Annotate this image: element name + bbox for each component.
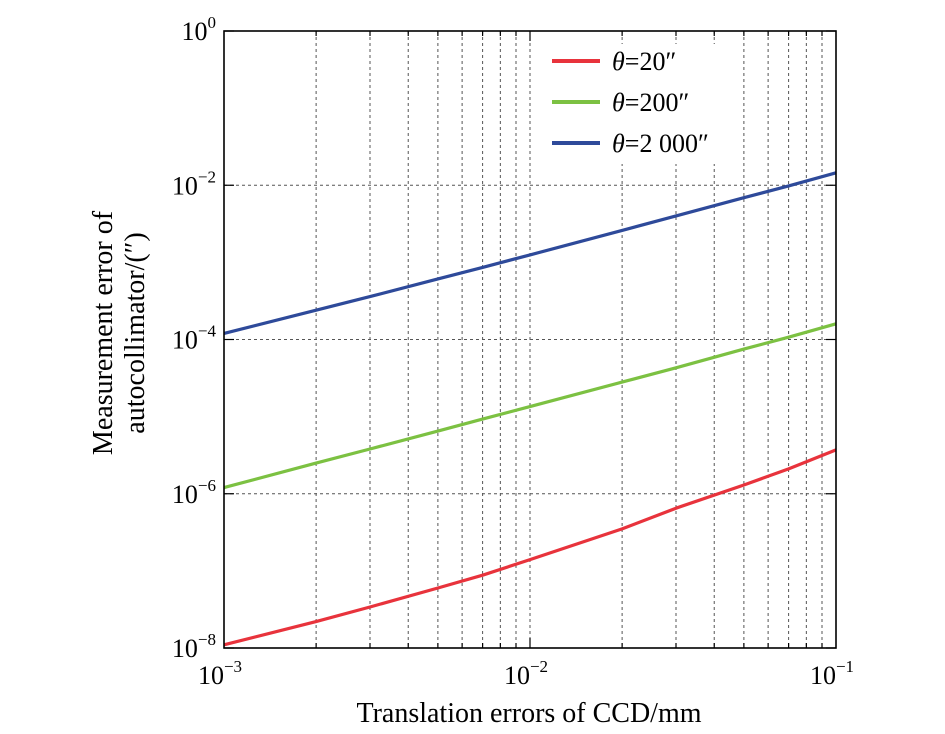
legend-label: θ=20″ — [612, 47, 676, 76]
series-lines — [223, 171, 837, 647]
x-tick-label: 10−3 — [198, 657, 242, 690]
y-tick-label: 10−4 — [172, 322, 217, 355]
legend-label: θ=2 000″ — [612, 129, 709, 158]
x-tick-label: 10−1 — [810, 657, 854, 690]
grid — [224, 31, 836, 648]
series-line-1 — [223, 448, 837, 647]
tick-marks — [224, 30, 836, 649]
y-axis-title: Measurement error of autocollimator/(″) — [88, 210, 151, 455]
y-axis-title-line-1: Measurement error of — [88, 210, 119, 455]
legend-label: θ=200″ — [612, 88, 689, 117]
y-tick-label: 10−2 — [172, 167, 216, 200]
y-tick-labels: 100 10−2 10−4 10−6 10−8 — [172, 13, 217, 663]
x-tick-labels: 10−3 10−2 10−1 — [198, 657, 854, 690]
y-tick-label: 10−8 — [172, 630, 216, 663]
y-tick-label: 100 — [182, 13, 217, 46]
legend: θ=20″ θ=200″ θ=2 000″ — [542, 44, 742, 164]
y-tick-label: 10−6 — [172, 476, 216, 509]
series-line-2 — [223, 322, 837, 490]
series-line-3 — [223, 171, 837, 335]
x-tick-label: 10−2 — [504, 657, 548, 690]
x-axis-title: Translation errors of CCD/mm — [356, 698, 701, 729]
y-axis-title-line-2: autocollimator/(″) — [120, 232, 151, 433]
